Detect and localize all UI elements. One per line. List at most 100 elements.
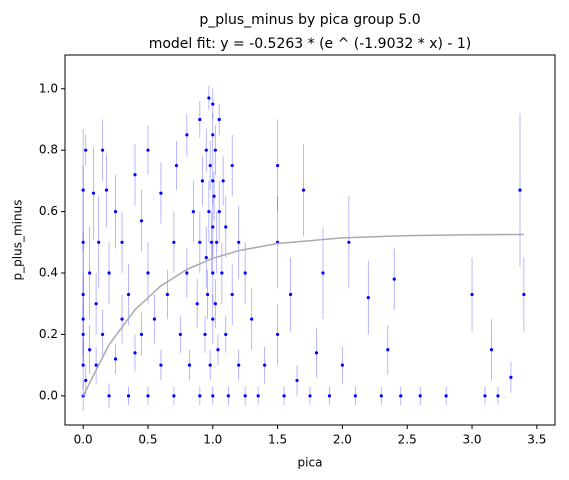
point — [301, 188, 306, 192]
point — [120, 240, 124, 244]
point — [216, 348, 220, 352]
point — [81, 292, 85, 297]
point — [444, 394, 448, 398]
chart-title: p_plus_minus by pica group 5.0 — [199, 12, 420, 28]
point — [509, 375, 513, 380]
point — [275, 332, 280, 337]
point — [221, 179, 225, 183]
y-tick-label: 0.6 — [39, 204, 58, 218]
point — [84, 148, 88, 152]
fit-curve — [82, 233, 524, 397]
point — [205, 292, 210, 297]
point — [518, 188, 522, 192]
point — [399, 394, 403, 398]
point — [185, 133, 189, 137]
point — [327, 394, 332, 398]
point — [91, 191, 96, 195]
point — [88, 348, 92, 352]
point — [204, 256, 208, 260]
point — [217, 209, 221, 214]
point — [81, 363, 85, 367]
point — [243, 394, 247, 398]
point — [198, 240, 202, 244]
point — [379, 394, 383, 398]
point — [263, 363, 267, 367]
chart-subtitle: model fit: y = -0.5263 * (e ^ (-1.9032 *… — [149, 36, 472, 52]
point — [275, 163, 280, 168]
point — [146, 394, 150, 398]
point — [211, 225, 215, 229]
point — [211, 271, 215, 275]
point — [496, 394, 500, 398]
point — [347, 240, 351, 244]
point — [224, 332, 228, 337]
point — [198, 117, 202, 122]
point — [107, 394, 111, 398]
point — [174, 163, 179, 168]
y-tick-label: 0.4 — [39, 266, 58, 280]
point — [230, 163, 234, 168]
point — [295, 378, 299, 383]
point — [386, 348, 390, 352]
point — [250, 317, 254, 321]
point — [243, 271, 247, 275]
y-axis-label: p_plus_minus — [11, 200, 25, 281]
x-tick-label: 2.5 — [398, 433, 417, 447]
point — [211, 179, 215, 183]
y-tick-label: 0.2 — [39, 327, 58, 341]
point — [81, 317, 85, 321]
point — [165, 292, 170, 297]
point — [226, 394, 230, 398]
point — [211, 317, 215, 321]
point — [172, 240, 176, 244]
point — [81, 188, 85, 192]
point — [195, 302, 199, 306]
point — [418, 394, 422, 398]
point — [126, 292, 131, 297]
y-tick-label: 0.0 — [39, 388, 58, 402]
x-tick-label: 3.5 — [527, 433, 546, 447]
point — [200, 179, 205, 183]
point — [308, 394, 312, 398]
point — [81, 240, 85, 244]
x-tick-label: 0.5 — [138, 433, 157, 447]
point — [191, 209, 195, 214]
point — [207, 96, 211, 100]
point — [522, 292, 526, 297]
point — [314, 351, 319, 355]
point — [211, 102, 215, 106]
point — [185, 271, 189, 275]
point — [198, 394, 202, 398]
y-tick-label: 0.8 — [39, 143, 58, 157]
plot-frame — [64, 54, 556, 426]
point — [152, 317, 157, 321]
point — [88, 271, 92, 275]
point — [204, 148, 208, 152]
point — [97, 240, 101, 244]
point — [107, 271, 111, 275]
point — [211, 133, 215, 137]
point — [209, 240, 214, 244]
point — [208, 163, 212, 168]
point — [113, 357, 118, 361]
point — [159, 191, 163, 195]
point — [282, 394, 286, 398]
point — [321, 271, 325, 275]
point — [81, 332, 85, 337]
point — [126, 394, 131, 398]
point — [483, 394, 487, 398]
point — [224, 225, 228, 229]
point — [220, 271, 224, 275]
point — [237, 240, 241, 244]
point — [213, 148, 217, 152]
point — [211, 394, 215, 398]
point — [100, 332, 105, 337]
y-tick-label: 1.0 — [39, 81, 58, 95]
point — [353, 394, 357, 398]
x-tick-label: 1.5 — [268, 433, 287, 447]
point — [94, 302, 98, 306]
point — [237, 363, 241, 367]
point — [120, 317, 124, 321]
point — [146, 271, 150, 275]
